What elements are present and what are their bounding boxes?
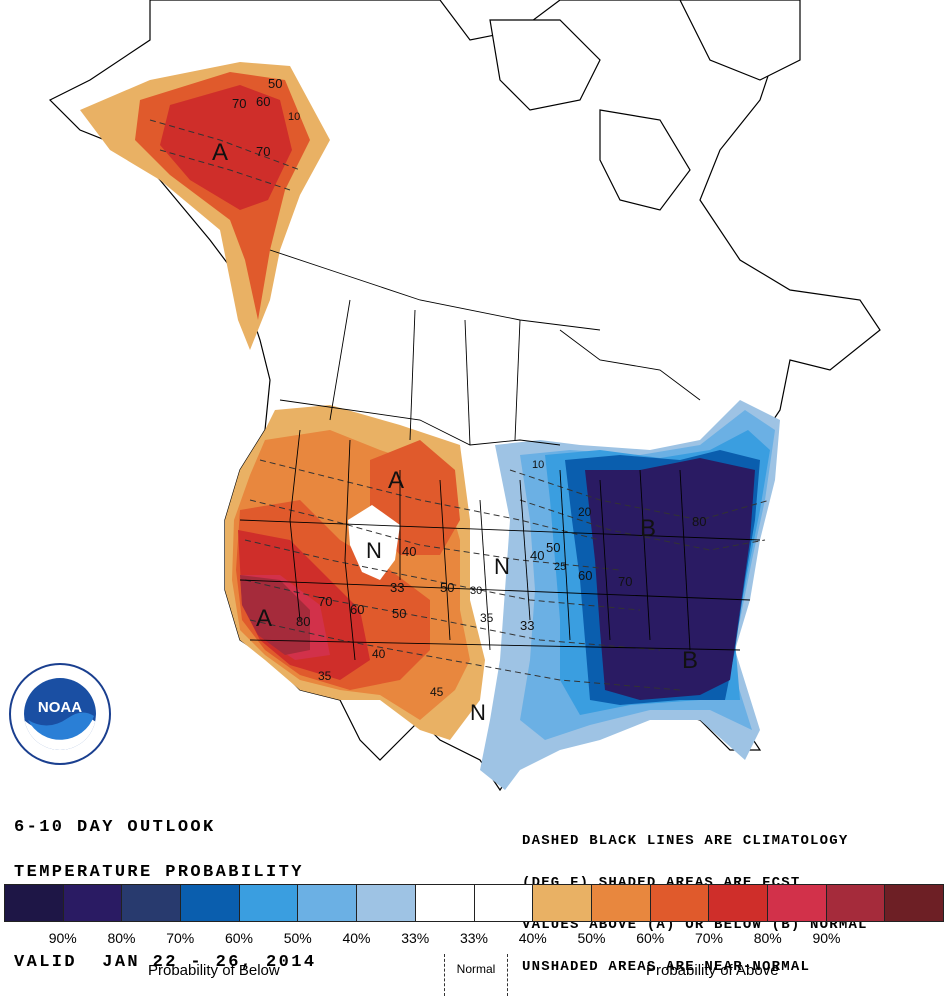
scale-label: 60%: [636, 930, 665, 946]
scale-swatch: [5, 885, 64, 921]
sw-contour-50: 50: [392, 606, 406, 621]
east-contour-20: 20: [578, 505, 592, 519]
scale-swatch: [63, 885, 123, 921]
noaa-logo: NOAA: [9, 663, 111, 765]
scale-label: 33%: [459, 930, 489, 946]
west-center-category-label: A: [388, 467, 404, 494]
scale-label: 40%: [342, 930, 371, 946]
legend-note-line1: DASHED BLACK LINES ARE CLIMATOLOGY: [522, 833, 849, 849]
temperature-outlook-map: A 50 60 70 70 10 A A 80 70 60 50 40 35 N…: [48, 0, 881, 792]
outlook-subtitle: TEMPERATURE PROBABILITY: [14, 863, 304, 882]
scale-swatch: [533, 885, 592, 921]
scale-label: 33%: [401, 930, 430, 946]
scale-label: 80%: [107, 930, 136, 946]
southeast-category-label: B: [682, 647, 698, 674]
climatology-lines: [149, 119, 771, 691]
sw-contour-80: 80: [296, 614, 310, 629]
southwest-category-label: A: [256, 605, 272, 632]
normal-caption: Normal: [456, 962, 496, 976]
alaska-contour-50: 50: [268, 76, 282, 91]
scale-label: 40%: [518, 930, 547, 946]
scale-swatch: [122, 885, 182, 921]
scale-swatch: [474, 885, 534, 921]
scale-swatch: [650, 885, 710, 921]
scale-label: 60%: [224, 930, 254, 946]
alaska-contour-70a: 70: [232, 96, 246, 111]
rockies-normal-label: N: [366, 538, 382, 563]
sw-contour-35: 35: [318, 669, 332, 683]
outlook-title: 6-10 DAY OUTLOOK: [14, 818, 216, 837]
scale-label: 50%: [283, 930, 312, 946]
rockies-contour-33: 33: [390, 580, 404, 595]
scale-swatch: [767, 885, 827, 921]
rockies-contour-40: 40: [402, 544, 416, 559]
east-contour-10: 10: [532, 459, 544, 471]
scale-swatch: [885, 885, 943, 921]
east-contour-50: 50: [546, 540, 560, 555]
legend-note-line4: UNSHADED AREAS ARE NEAR-NORMAL: [522, 959, 811, 975]
scale-swatch: [239, 885, 299, 921]
alaska-contour-70b: 70: [256, 144, 270, 159]
plains-contour-35: 35: [480, 611, 494, 625]
east-contour-25: 25: [554, 561, 566, 573]
scale-label: 50%: [577, 930, 606, 946]
alaska-contour-60: 60: [256, 94, 270, 109]
scale-swatch: [415, 885, 475, 921]
rockies-contour-30: 30: [470, 585, 482, 597]
scale-swatch: [357, 885, 416, 921]
alaska-category-label: A: [212, 139, 228, 166]
scale-swatch: [826, 885, 886, 921]
plains-contour-45: 45: [430, 685, 444, 699]
plains-contour-33: 33: [520, 618, 534, 633]
scale-swatch: [181, 885, 240, 921]
scale-label: 70%: [166, 930, 195, 946]
political-borders: [239, 249, 761, 661]
west-above-region: [225, 405, 485, 740]
scale-swatch: [591, 885, 651, 921]
above-caption: Probability of Above: [646, 962, 779, 979]
east-contour-60: 60: [578, 568, 592, 583]
map-labels: A 50 60 70 70 10 A A 80 70 60 50 40 35 N…: [212, 76, 706, 725]
scale-label: 70%: [694, 930, 724, 946]
scale-label: 90%: [48, 930, 77, 946]
rockies-contour-50: 50: [440, 580, 454, 595]
scale-label: 80%: [753, 930, 782, 946]
scale-swatch: [298, 885, 358, 921]
plains-normal-label: N: [494, 554, 510, 579]
probability-color-scale: [4, 884, 944, 922]
east-category-label: B: [640, 515, 656, 542]
sw-contour-70: 70: [318, 594, 332, 609]
sw-contour-60: 60: [350, 602, 364, 617]
valid-dates: VALID JAN 22 - 26, 2014: [14, 953, 317, 972]
noaa-logo-text: NOAA: [38, 699, 82, 716]
sw-contour-40: 40: [372, 647, 386, 661]
east-contour-70: 70: [618, 574, 632, 589]
east-contour-80: 80: [692, 514, 706, 529]
normal-caption-box: Normal: [444, 954, 508, 996]
texas-normal-label: N: [470, 700, 486, 725]
scale-label: 90%: [812, 930, 841, 946]
scale-swatch: [709, 885, 768, 921]
east-contour-40: 40: [530, 548, 544, 563]
alaska-above-region: [80, 62, 330, 350]
alaska-contour-10: 10: [288, 111, 300, 123]
below-caption: Probability of Below: [148, 962, 280, 979]
